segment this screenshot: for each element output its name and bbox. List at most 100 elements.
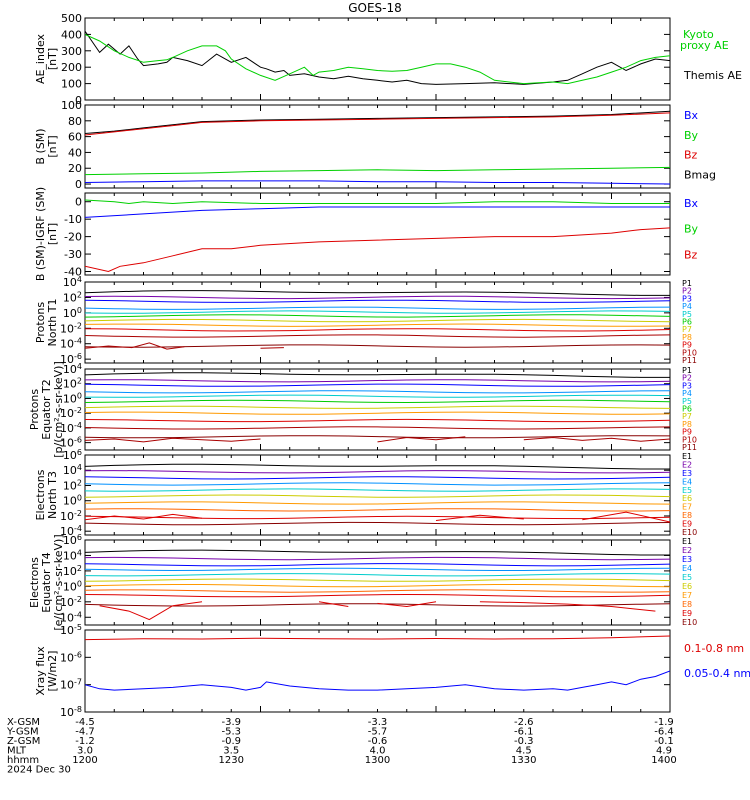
y-tick-label: 10-2 xyxy=(60,509,82,523)
panel-frame xyxy=(84,539,671,626)
ephemeris-value: -5.7 xyxy=(368,727,388,738)
channel-line xyxy=(85,334,670,338)
channel-line xyxy=(85,494,670,498)
legend-entry: P4 xyxy=(682,302,692,311)
sparse-line xyxy=(99,601,203,621)
y-tick-label: 106 xyxy=(63,533,82,547)
legend: 0.1-0.8 nm 0.05-0.4 nm xyxy=(684,642,750,680)
series-line xyxy=(85,166,670,176)
y-tick-label: 100 xyxy=(63,391,82,405)
channel-line xyxy=(85,405,670,409)
legend-entry: By xyxy=(684,129,699,142)
channel-line xyxy=(85,521,670,526)
legend-entry: By xyxy=(684,223,699,236)
legend-entry: P9 xyxy=(682,428,692,437)
ephemeris-value: -0.6 xyxy=(368,736,388,747)
y-axis-label: North T1 xyxy=(46,299,59,347)
ephemeris-value: -5.3 xyxy=(221,727,241,738)
y-tick-label: 10-4 xyxy=(60,610,82,624)
panel-xray: 10-8 10-7 10-6 10-5 Xray flux [W/m2] 0.1-0.8 n… xyxy=(34,623,750,719)
y-tick-label: 10-7 xyxy=(60,678,82,692)
y-axis-label: [nT] xyxy=(46,48,59,70)
channel-line xyxy=(85,295,670,300)
channel-line xyxy=(85,515,670,520)
channel-line xyxy=(85,584,670,588)
channel-line xyxy=(85,318,670,323)
series-line xyxy=(85,670,670,691)
channel-line xyxy=(85,290,670,296)
channel-line xyxy=(85,563,670,567)
y-tick-label: 400 xyxy=(61,28,82,41)
series-line xyxy=(85,199,670,205)
ephemeris-value: 4.5 xyxy=(516,746,532,757)
y-tick-label: 10-4 xyxy=(60,421,82,435)
legend-entry: P5 xyxy=(682,310,692,319)
series-line xyxy=(85,33,670,85)
panel-bigrf: -40 -30 -20 -10 0 B (SM)-IGRF (SM) [nT] Bx By Bz xyxy=(34,187,699,281)
legend-entry: E9 xyxy=(682,609,692,618)
series-line xyxy=(85,110,670,134)
y-tick-label: 10-6 xyxy=(60,352,82,366)
y-axis-label: [nT] xyxy=(46,135,59,157)
sparse-line xyxy=(85,513,203,521)
legend-entry: E10 xyxy=(682,528,697,537)
channel-line xyxy=(85,482,670,486)
legend-entry: E10 xyxy=(682,618,697,627)
legend-entry: P2 xyxy=(682,287,692,296)
series-group xyxy=(85,30,670,85)
y-tick-label: 100 xyxy=(63,306,82,320)
legend-entry: E3 xyxy=(682,469,692,478)
panel-frame xyxy=(84,629,671,713)
series-line xyxy=(85,227,670,273)
y-tick-label: 40 xyxy=(68,146,82,159)
y-axis-label: Electrons xyxy=(28,557,41,608)
channel-line xyxy=(85,328,670,332)
series-line xyxy=(85,30,670,85)
ephemeris-value: -0.1 xyxy=(654,736,674,747)
sparse-line xyxy=(377,436,466,443)
legend-entry: E7 xyxy=(682,591,692,600)
y-axis-label: Equator T2 xyxy=(40,379,53,439)
y-tick-label: -10 xyxy=(64,213,82,226)
y-tick-label: 104 xyxy=(63,275,82,289)
channel-line xyxy=(85,508,670,512)
ephemeris-value: -0.9 xyxy=(221,736,241,747)
y-axis-label: B (SM)-IGRF (SM) xyxy=(34,187,47,281)
series-group xyxy=(85,463,670,526)
y-axis-label: [nT] xyxy=(46,223,59,245)
y-tick-label: 102 xyxy=(63,377,82,391)
legend-entry: P8 xyxy=(682,420,692,429)
panel-frame xyxy=(84,104,671,189)
date-label: 2024 Dec 30 xyxy=(7,765,71,776)
y-tick-label: 10-4 xyxy=(60,524,82,538)
legend-entry: P11 xyxy=(682,443,697,452)
legend-entry: E8 xyxy=(682,600,692,609)
y-tick-label: 102 xyxy=(63,478,82,492)
channel-line xyxy=(85,426,670,430)
legend-entry: Bz xyxy=(684,248,698,261)
legend-entry: 0.05-0.4 nm xyxy=(684,667,750,680)
y-tick-label: 0 xyxy=(75,178,82,191)
legend: Bx By Bz xyxy=(684,197,699,261)
channel-line xyxy=(85,399,670,404)
series-line xyxy=(85,112,670,136)
y-tick-label: 300 xyxy=(61,45,82,58)
channel-line xyxy=(85,556,670,561)
plot-title: GOES-18 xyxy=(348,1,402,15)
channel-line xyxy=(85,372,670,378)
sparse-line xyxy=(479,601,656,612)
ephemeris-value: -3.9 xyxy=(221,717,241,728)
y-tick-label: 106 xyxy=(63,448,82,462)
ephemeris-row-label: hhmm xyxy=(7,755,39,766)
ephemeris-value: -4.7 xyxy=(75,727,95,738)
ephemeris-value: 1200 xyxy=(72,755,97,766)
ephemeris-value: -6.4 xyxy=(654,727,674,738)
ephemeris-value: -3.3 xyxy=(368,717,388,728)
ephemeris-value: 1330 xyxy=(511,755,536,766)
channel-line xyxy=(85,383,670,387)
